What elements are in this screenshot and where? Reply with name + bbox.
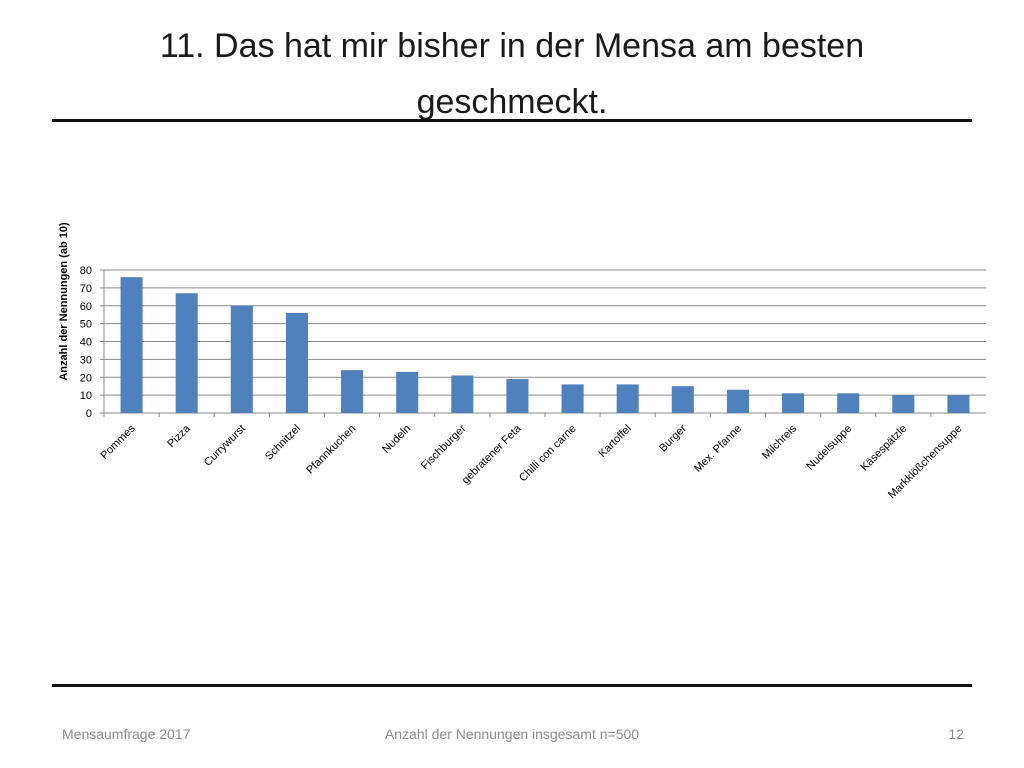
- bar: [616, 384, 639, 413]
- x-category-label: Kartoffel: [596, 423, 633, 460]
- x-category-label: Pommes: [99, 422, 139, 462]
- y-tick-label: 40: [80, 337, 92, 349]
- bar: [396, 371, 419, 413]
- x-category-label: Pizza: [165, 422, 193, 450]
- x-category-label: Nudeln: [380, 423, 413, 456]
- y-axis-title: Anzahl der Nennungen (ab 10): [58, 222, 70, 381]
- x-category-label: Nudelsuppe: [804, 423, 854, 473]
- title-divider: [52, 119, 972, 122]
- slide-title: 11. Das hat mir bisher in der Mensa am b…: [159, 27, 865, 121]
- y-tick-label: 50: [80, 319, 92, 331]
- footer-total-count: Anzahl der Nennungen insgesamt n=500: [384, 726, 640, 742]
- bar: [837, 393, 860, 413]
- bar: [506, 379, 529, 413]
- bar: [671, 386, 694, 413]
- y-tick-label: 20: [80, 372, 92, 384]
- x-category-label: gebratener Feta: [460, 422, 524, 486]
- x-category-label: Pfannkuchen: [304, 423, 358, 477]
- bar: [892, 395, 915, 413]
- x-category-label: Chilli con carne: [517, 423, 579, 485]
- x-category-label: Schnitzel: [263, 423, 303, 463]
- x-category-label: Käsespätzle: [859, 423, 910, 474]
- bar: [175, 293, 198, 413]
- y-tick-label: 70: [80, 283, 92, 295]
- footer-survey-name: Mensaumfrage 2017: [62, 726, 191, 742]
- bar: [726, 389, 749, 413]
- x-category-label: Currywurst: [202, 423, 248, 469]
- x-category-label: Milchreis: [760, 422, 800, 462]
- bar: [341, 370, 364, 413]
- x-category-label: Fischburger: [419, 422, 469, 472]
- y-tick-label: 30: [80, 354, 92, 366]
- y-tick-label: 80: [80, 265, 92, 277]
- bar: [947, 395, 970, 413]
- bar: [285, 312, 308, 413]
- bar: [561, 384, 584, 413]
- bar: [120, 277, 143, 413]
- y-tick-label: 60: [80, 301, 92, 313]
- x-category-label: Mex. Pfanne: [692, 423, 744, 475]
- y-tick-label: 10: [80, 390, 92, 402]
- footer-divider: [52, 684, 972, 687]
- bar: [230, 305, 253, 413]
- bar: [782, 393, 805, 413]
- y-tick-label: 0: [86, 408, 92, 420]
- bar: [451, 375, 474, 413]
- x-category-label: Burger: [657, 422, 689, 454]
- slide-number: 12: [948, 726, 964, 742]
